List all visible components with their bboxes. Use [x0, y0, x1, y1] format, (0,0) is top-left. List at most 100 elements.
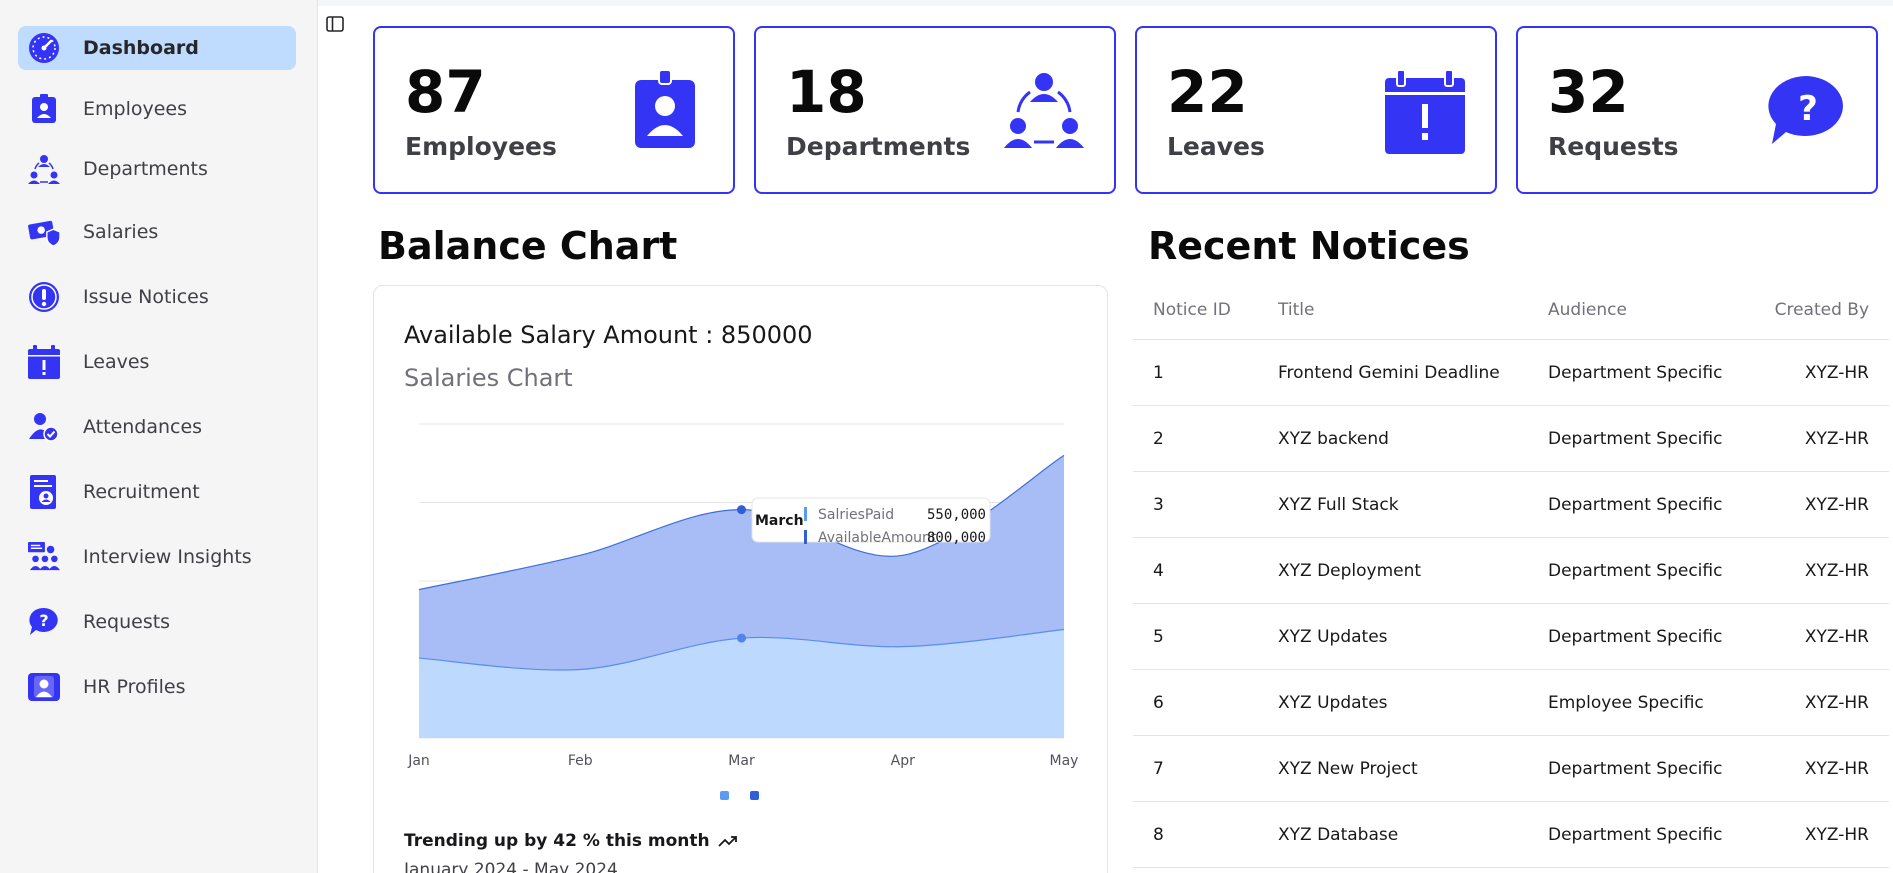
tooltip-swatch	[804, 507, 807, 521]
legend-swatch-availableamount[interactable]	[750, 791, 759, 800]
alert-circle-icon	[28, 282, 60, 312]
stat-card-leaves[interactable]: 22 Leaves	[1135, 26, 1497, 194]
user-check-icon	[28, 412, 60, 442]
table-cell: XYZ Deployment	[1278, 561, 1422, 581]
sidebar-item-attendances[interactable]: Attendances	[18, 405, 296, 449]
sidebar-item-departments[interactable]: Departments	[18, 147, 296, 191]
table-cell: XYZ Updates	[1278, 627, 1388, 647]
x-tick-label: Mar	[728, 753, 755, 769]
table-cell: Department Specific	[1548, 759, 1723, 779]
recent-notices-title: Recent Notices	[1148, 224, 1470, 268]
employee-badge-icon	[28, 94, 60, 124]
table-cell: Department Specific	[1548, 495, 1723, 515]
table-cell: Employee Specific	[1548, 693, 1704, 713]
table-cell: 2	[1153, 429, 1164, 449]
question-bubble-icon: ?	[28, 607, 60, 637]
tooltip-title: March	[755, 513, 804, 529]
table-row[interactable]: 3 XYZ Full Stack Department Specific XYZ-HR	[1133, 472, 1889, 538]
balance-chart-title: Balance Chart	[378, 224, 678, 268]
table-row[interactable]: 1 Frontend Gemini Deadline Department Spec…	[1133, 340, 1889, 406]
calendar-alert-icon	[1385, 69, 1465, 154]
sidebar-item-leaves[interactable]: Leaves	[18, 340, 296, 384]
table-row[interactable]: 8 XYZ Database Department Specific XYZ-HR	[1133, 802, 1889, 868]
sidebar-item-label: Requests	[83, 611, 171, 633]
column-header[interactable]: Audience	[1548, 300, 1627, 320]
panel-left-icon	[326, 16, 344, 32]
point-salriespaid[interactable]	[737, 633, 746, 643]
profile-card-icon	[28, 672, 60, 702]
chart-tooltip	[751, 497, 991, 543]
trend-line: Trending up by 42 % this month	[404, 831, 738, 851]
table-cell: 1	[1153, 363, 1164, 383]
sidebar-item-label: Issue Notices	[83, 286, 209, 308]
table-cell: XYZ-HR	[1804, 363, 1869, 383]
area-salriespaid	[419, 629, 1064, 738]
table-cell: XYZ Full Stack	[1278, 495, 1399, 515]
table-row[interactable]: 7 XYZ New Project Department Specific XYZ-H…	[1133, 736, 1889, 802]
table-cell: XYZ-HR	[1804, 627, 1869, 647]
sidebar-item-recruitment[interactable]: Recruitment	[18, 470, 296, 514]
sidebar-item-hr-profiles[interactable]: HR Profiles	[18, 665, 296, 709]
sidebar-item-dashboard[interactable]: Dashboard	[18, 26, 296, 70]
table-cell: XYZ-HR	[1804, 693, 1869, 713]
tooltip-series-name: AvailableAmount	[818, 530, 937, 546]
stat-card-employees[interactable]: 87 Employees	[373, 26, 735, 194]
table-cell: Department Specific	[1548, 363, 1723, 383]
point-availableamount[interactable]	[737, 505, 746, 515]
stat-card-departments[interactable]: 18 Departments	[754, 26, 1116, 194]
sidebar-item-label: Recruitment	[83, 481, 200, 503]
area-chart[interactable]: Jan Feb Mar Apr May March SalriesPaid 550,000 Av…	[374, 286, 1109, 826]
column-header[interactable]: Created By	[1774, 300, 1869, 320]
stat-value: 32	[1548, 58, 1629, 126]
stat-value: 22	[1167, 58, 1248, 126]
table-cell: Department Specific	[1548, 561, 1723, 581]
departments-group-icon	[28, 154, 60, 184]
departments-group-icon	[1004, 70, 1084, 150]
stat-label: Leaves	[1167, 132, 1265, 161]
table-cell: XYZ-HR	[1804, 561, 1869, 581]
top-strip	[318, 0, 1893, 6]
recruitment-document-icon	[28, 475, 60, 509]
stat-label: Requests	[1548, 132, 1679, 161]
table-cell: Department Specific	[1548, 825, 1723, 845]
x-tick-label: Apr	[891, 753, 915, 769]
table-cell: XYZ New Project	[1278, 759, 1418, 779]
date-range: January 2024 - May 2024	[404, 860, 618, 873]
table-cell: XYZ-HR	[1804, 429, 1869, 449]
sidebar-item-label: Dashboard	[83, 37, 199, 59]
table-row[interactable]: 4 XYZ Deployment Department Specific XYZ-HR	[1133, 538, 1889, 604]
table-row[interactable]: 6 XYZ Updates Employee Specific XYZ-HR	[1133, 670, 1889, 736]
tooltip-swatch	[804, 530, 807, 544]
table-cell: XYZ-HR	[1804, 825, 1869, 845]
table-cell: 8	[1153, 825, 1164, 845]
table-cell: XYZ Database	[1278, 825, 1399, 845]
table-row[interactable]: 2 XYZ backend Department Specific XYZ-HR	[1133, 406, 1889, 472]
sidebar-item-interview-insights[interactable]: Interview Insights	[18, 535, 296, 579]
sidebar-item-label: Leaves	[83, 351, 150, 373]
legend-swatch-salriespaid[interactable]	[720, 791, 729, 800]
table-cell: 5	[1153, 627, 1164, 647]
salaries-money-icon	[28, 217, 60, 247]
sidebar-item-salaries[interactable]: Salaries	[18, 210, 296, 254]
sidebar-item-label: Attendances	[83, 416, 203, 438]
balance-chart-card: Available Salary Amount : 850000 Salarie…	[373, 285, 1108, 873]
sidebar-item-employees[interactable]: Employees	[18, 87, 296, 131]
available-salary-amount: Available Salary Amount : 850000	[404, 321, 813, 349]
sidebar-toggle-button[interactable]	[325, 14, 347, 36]
column-header[interactable]: Title	[1278, 300, 1315, 320]
table-header: Notice ID Title Audience Created By	[1133, 290, 1889, 340]
x-tick-label: Feb	[568, 753, 593, 769]
sidebar-item-label: Employees	[83, 98, 187, 120]
sidebar-item-issue-notices[interactable]: Issue Notices	[18, 275, 296, 319]
table-cell: Department Specific	[1548, 429, 1723, 449]
table-row[interactable]: 5 XYZ Updates Department Specific XYZ-HR	[1133, 604, 1889, 670]
stat-card-requests[interactable]: 32 Requests ?	[1516, 26, 1878, 194]
tooltip-series-value: 800,000	[927, 530, 986, 546]
sidebar-item-requests[interactable]: ? Requests	[18, 600, 296, 644]
stat-label: Departments	[786, 132, 971, 161]
column-header[interactable]: Notice ID	[1153, 300, 1231, 320]
x-tick-label: May	[1050, 753, 1079, 769]
dashboard-gauge-icon	[28, 33, 60, 63]
sidebar-item-label: Departments	[83, 158, 208, 180]
